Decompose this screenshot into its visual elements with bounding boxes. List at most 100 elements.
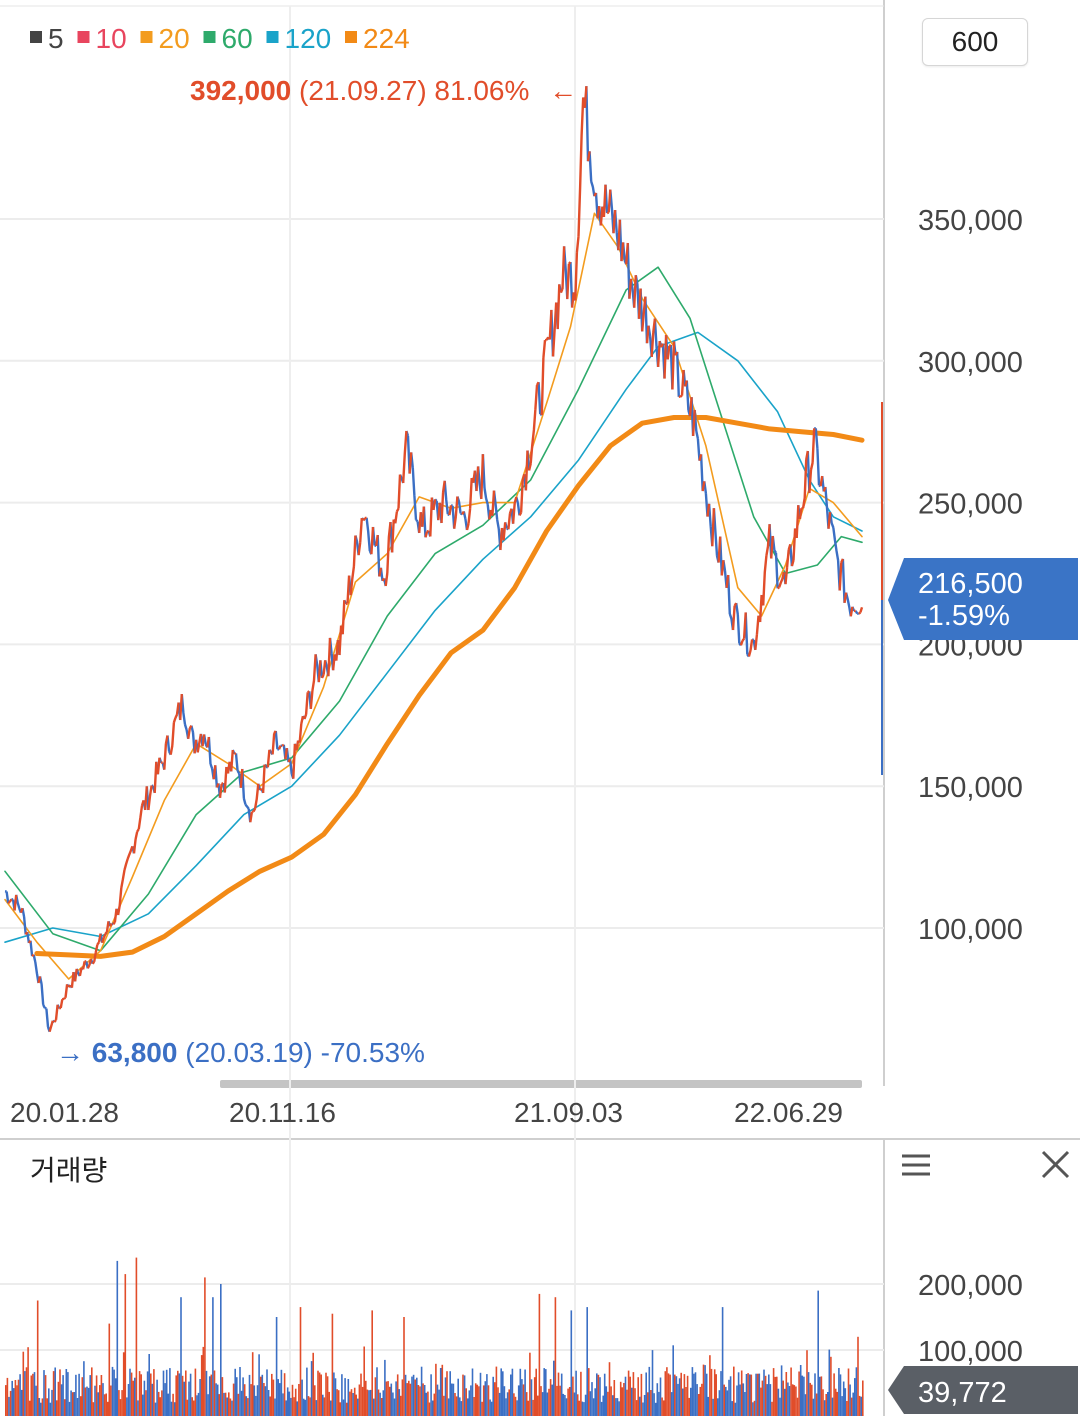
volume-bar: [156, 1379, 158, 1416]
volume-bar: [513, 1393, 515, 1416]
volume-bar: [545, 1369, 547, 1416]
volume-bar: [774, 1376, 776, 1416]
volume-bar: [433, 1393, 436, 1416]
volume-bar: [414, 1379, 416, 1416]
volume-bar: [349, 1391, 351, 1416]
volume-bar: [685, 1387, 687, 1416]
volume-bar: [651, 1350, 654, 1416]
volume-bar: [99, 1385, 101, 1416]
volume-bar: [196, 1395, 198, 1416]
volume-bar: [497, 1387, 499, 1416]
volume-bar: [259, 1376, 262, 1416]
legend-item-5[interactable]: 5: [30, 23, 64, 54]
close-icon[interactable]: [1041, 1150, 1070, 1179]
volume-bar: [645, 1372, 647, 1416]
chart-scrollbar[interactable]: [220, 1080, 862, 1088]
volume-bar: [436, 1384, 439, 1416]
volume-bar: [557, 1372, 560, 1416]
volume-bar: [404, 1374, 407, 1416]
volume-bar: [672, 1345, 674, 1416]
volume-bar: [836, 1391, 839, 1416]
volume-bar: [38, 1398, 41, 1416]
volume-bar: [530, 1379, 533, 1416]
volume-bar: [481, 1401, 483, 1416]
volume-bar: [460, 1401, 463, 1416]
volume-bar: [634, 1388, 636, 1416]
volume-bar: [220, 1284, 222, 1416]
volume-bar: [180, 1297, 182, 1416]
volume-bar: [75, 1374, 77, 1416]
period-count-button[interactable]: 600: [922, 18, 1028, 66]
volume-bar: [185, 1370, 187, 1416]
volume-bar: [691, 1367, 694, 1416]
legend-item-20[interactable]: 20: [140, 23, 190, 54]
volume-bar: [200, 1355, 203, 1416]
volume-bar: [49, 1402, 52, 1416]
volume-bar: [232, 1383, 235, 1416]
volume-bar: [806, 1350, 808, 1416]
volume-bar: [470, 1385, 472, 1416]
volume-bar: [234, 1368, 236, 1416]
volume-bar: [83, 1361, 85, 1416]
volume-bar: [535, 1368, 537, 1416]
volume-bar: [516, 1400, 518, 1416]
volume-bar: [803, 1376, 805, 1416]
legend-label: 20: [159, 23, 190, 54]
volume-bar: [87, 1387, 90, 1416]
volume-bar: [788, 1386, 791, 1416]
volume-bar: [694, 1372, 697, 1416]
volume-bar: [291, 1384, 294, 1416]
menu-icon[interactable]: [902, 1154, 930, 1176]
volume-bar: [229, 1398, 232, 1416]
volume-bar: [54, 1367, 56, 1416]
volume-bar: [562, 1393, 565, 1416]
volume-bar: [199, 1379, 201, 1416]
volume-bar: [796, 1397, 799, 1416]
y-tick-label: 350,000: [918, 205, 1023, 237]
volume-bar: [733, 1366, 735, 1416]
volume-bar: [170, 1401, 173, 1416]
volume-bar: [320, 1374, 322, 1416]
volume-bar: [814, 1373, 816, 1416]
volume-bar: [452, 1383, 455, 1416]
volume-bar: [457, 1378, 459, 1416]
volume-bar: [468, 1390, 471, 1416]
volume-bar: [210, 1374, 213, 1416]
volume-bar: [251, 1352, 254, 1416]
legend-label: 224: [363, 23, 410, 54]
volume-bar: [272, 1379, 275, 1416]
legend-item-60[interactable]: 60: [203, 23, 253, 54]
volume-bar: [812, 1398, 815, 1416]
volume-bar: [159, 1397, 162, 1416]
volume-bar: [616, 1398, 619, 1416]
volume-bar: [236, 1377, 238, 1416]
volume-bar: [52, 1371, 55, 1416]
legend-item-224[interactable]: 224: [345, 23, 410, 54]
volume-bar: [541, 1392, 544, 1416]
volume-bar: [841, 1396, 843, 1416]
volume-bar: [728, 1379, 730, 1416]
volume-bar: [204, 1277, 206, 1416]
volume-bar: [701, 1383, 703, 1416]
volume-bar: [508, 1389, 510, 1416]
volume-bar: [134, 1377, 136, 1416]
volume-bar: [553, 1360, 555, 1416]
volume-bar: [454, 1393, 456, 1416]
volume-bar: [63, 1399, 66, 1416]
volume-bar: [629, 1376, 631, 1416]
volume-bar: [425, 1392, 428, 1416]
volume-bar: [24, 1371, 26, 1416]
volume-bar: [833, 1373, 835, 1416]
volume-bar: [205, 1370, 208, 1416]
volume-bar: [662, 1400, 665, 1416]
volume-bar: [263, 1383, 265, 1416]
volume-bar: [253, 1385, 256, 1416]
legend-item-120[interactable]: 120: [266, 23, 332, 54]
volume-bar: [28, 1400, 31, 1416]
y-tick-label: 150,000: [918, 772, 1023, 804]
legend-item-10[interactable]: 10: [77, 23, 127, 54]
volume-bar: [376, 1367, 378, 1416]
volume-bar: [459, 1397, 461, 1416]
volume-bar: [463, 1375, 466, 1416]
